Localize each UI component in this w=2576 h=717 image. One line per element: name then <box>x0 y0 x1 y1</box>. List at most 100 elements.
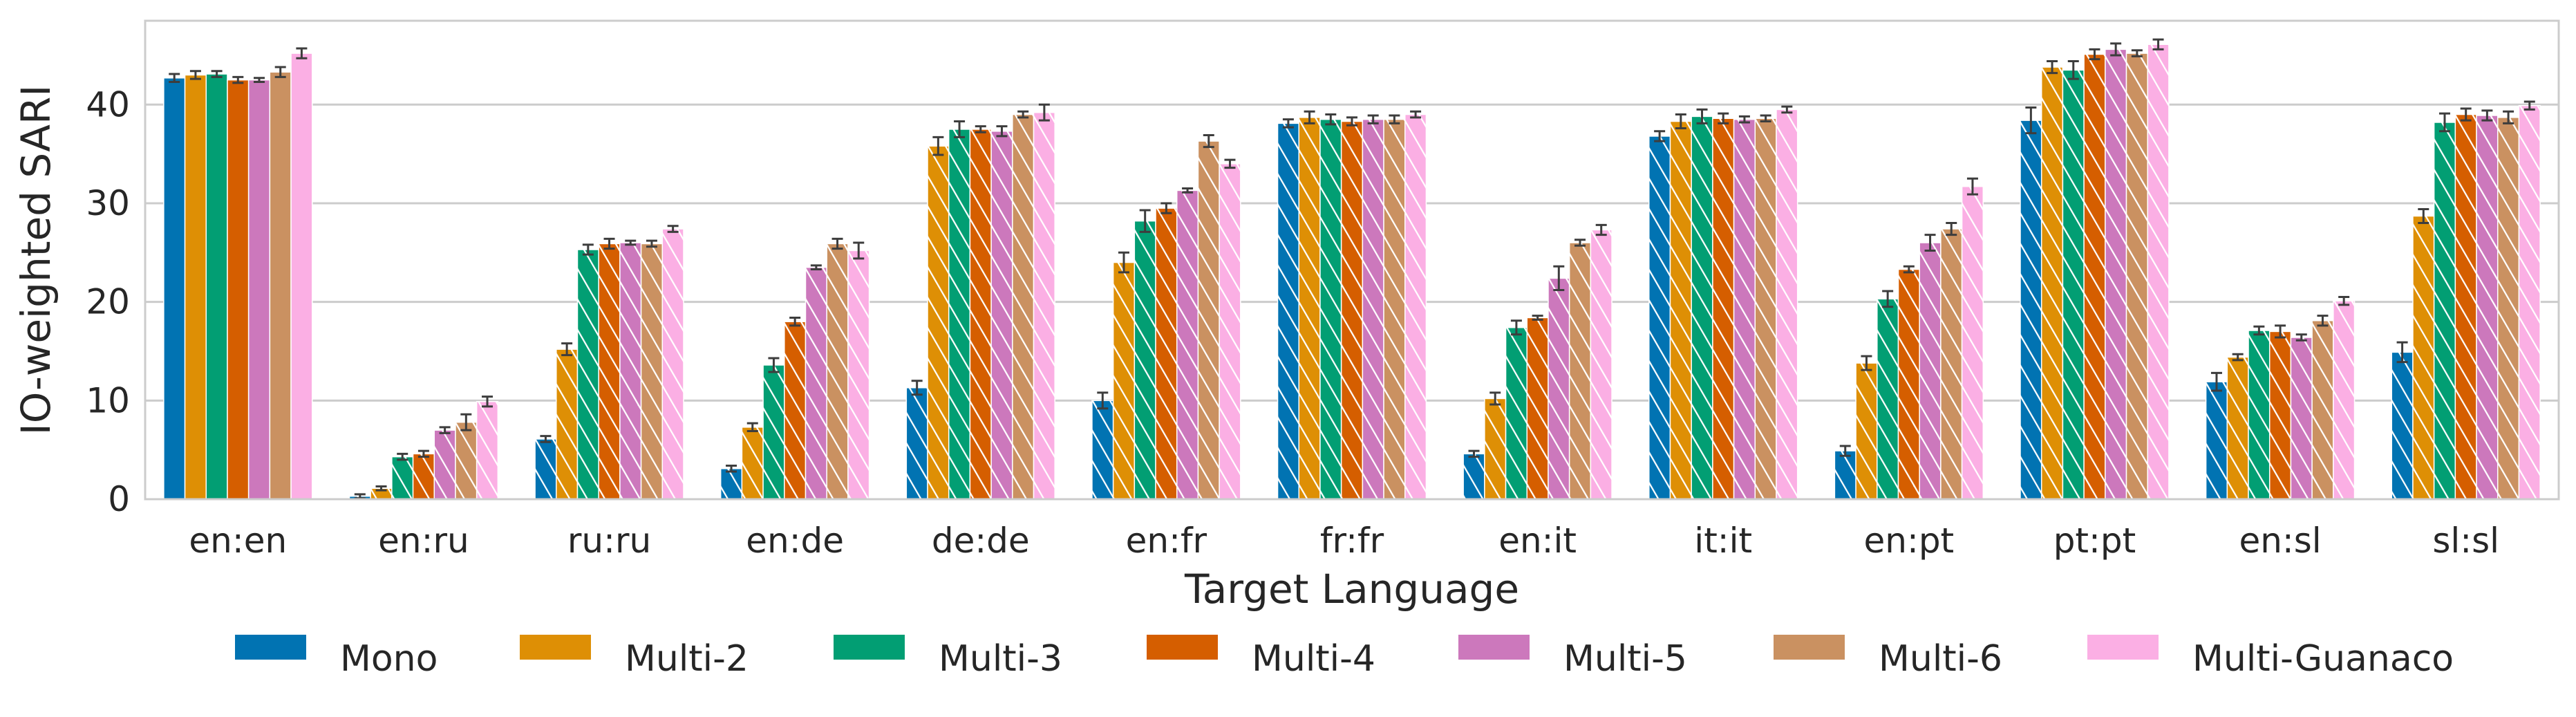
bar-hatch <box>556 349 578 499</box>
bar <box>227 79 250 500</box>
bar-hatch <box>2041 67 2063 499</box>
bar-hatch <box>391 456 413 499</box>
bar-hatch <box>1384 119 1405 499</box>
legend-swatch <box>2087 635 2159 660</box>
bar-hatch <box>1299 117 1320 500</box>
bar-hatch <box>2269 331 2291 499</box>
bar-hatch <box>1219 163 1241 499</box>
bar-hatch <box>662 229 684 499</box>
bar-hatch <box>742 427 764 499</box>
bar-hatch <box>1733 119 1756 499</box>
bar-hatch <box>2519 105 2541 500</box>
bar-hatch <box>1527 317 1548 499</box>
x-tick-label: en:sl <box>2239 521 2321 561</box>
bar-hatch <box>2333 301 2355 499</box>
x-tick-label: en:fr <box>1126 521 1207 561</box>
x-tick-label: en:pt <box>1864 521 1955 561</box>
bar-hatch <box>535 438 556 499</box>
bar-hatch <box>2455 114 2477 499</box>
bar-hatch <box>1648 136 1671 499</box>
bar <box>184 74 207 500</box>
bar <box>269 71 292 500</box>
bar-hatch <box>1505 327 1527 499</box>
bar-hatch <box>1033 112 1055 500</box>
legend-swatch <box>235 635 306 660</box>
bar-hatch <box>1940 229 1962 499</box>
bar-hatch <box>1404 114 1427 499</box>
bar-hatch <box>784 322 806 499</box>
y-tick-label: 20 <box>86 282 130 322</box>
legend-swatch <box>834 635 905 660</box>
bar-hatch <box>619 243 641 499</box>
y-tick-label: 30 <box>86 183 130 223</box>
bar-hatch <box>1176 190 1198 499</box>
x-tick-label: en:it <box>1498 521 1577 561</box>
plot-frame <box>144 19 2560 501</box>
bar-hatch <box>2206 382 2228 499</box>
bar-hatch <box>2084 54 2105 499</box>
bar-hatch <box>1877 299 1899 499</box>
bar-hatch <box>1319 119 1342 499</box>
bar-hatch <box>1898 269 1920 499</box>
x-tick-labels: en:en en:ru ru:ru en:de de:de en:fr fr:fr en:it… <box>189 521 2499 561</box>
bar-hatch <box>2434 122 2456 500</box>
y-tick-label: 0 <box>108 479 130 519</box>
legend-label: Multi-3 <box>939 638 1062 680</box>
x-axis-label: Target Language <box>1184 566 1519 613</box>
bar-hatch <box>599 243 620 499</box>
bar-hatch <box>1569 243 1591 499</box>
y-tick-label: 40 <box>86 84 130 124</box>
legend-label: Multi-5 <box>1563 638 1687 680</box>
bar-hatch <box>2126 53 2148 499</box>
bar-hatch <box>1091 400 1113 499</box>
legend-label: Multi-6 <box>1879 638 2002 680</box>
bar <box>290 53 313 500</box>
x-tick-label: de:de <box>932 521 1030 561</box>
y-tick-labels: 0 10 20 30 40 <box>86 84 130 519</box>
bar-hatch <box>1590 230 1613 499</box>
legend-swatch <box>1774 635 1845 660</box>
legend-swatch <box>520 635 591 660</box>
legend-swatch <box>1458 635 1530 660</box>
bar-hatch <box>1755 118 1776 499</box>
bar-hatch <box>827 243 848 499</box>
bar-hatch <box>1856 363 1877 499</box>
x-tick-label: pt:pt <box>2053 521 2136 561</box>
x-tick-label: it:it <box>1694 521 1752 561</box>
bar-hatch <box>2020 120 2042 499</box>
bar-hatch <box>434 430 455 499</box>
bar-hatch <box>970 129 992 499</box>
legend-label: Multi-4 <box>1252 638 1375 680</box>
bar-hatch <box>1670 121 1692 499</box>
bar-hatch <box>991 131 1013 499</box>
bar-hatch <box>1834 451 1856 499</box>
bar-hatch <box>805 267 827 499</box>
x-tick-label: en:ru <box>378 521 469 561</box>
y-tick-label: 10 <box>86 380 130 420</box>
bar-hatch <box>641 243 663 499</box>
bar-hatch <box>1012 114 1034 499</box>
bar-hatch <box>1484 398 1506 499</box>
bar-hatch <box>2476 115 2498 499</box>
bar-hatch <box>1919 243 1941 499</box>
bar-hatch <box>2391 352 2413 499</box>
bar-hatch <box>476 401 498 499</box>
bar-hatch <box>2248 330 2270 499</box>
legend: Mono Multi-2 Multi-3 Multi-4 Multi-5 Multi-6 M… <box>235 635 2454 680</box>
bar-hatch <box>847 250 869 499</box>
bar-hatch <box>928 146 949 500</box>
bar <box>247 79 271 500</box>
x-tick-label: ru:ru <box>567 521 651 561</box>
x-tick-label: en:de <box>746 521 844 561</box>
bar-hatch <box>1134 221 1156 499</box>
bar-hatch <box>1277 123 1299 499</box>
x-tick-label: fr:fr <box>1320 521 1384 561</box>
bar-hatch <box>1463 454 1485 499</box>
bar-hatch <box>2062 70 2085 499</box>
bars <box>163 38 2541 500</box>
bar-hatch <box>1198 141 1220 500</box>
bar-hatch <box>1712 118 1734 499</box>
bar-hatch <box>413 454 435 499</box>
legend-swatch <box>1147 635 1218 660</box>
y-axis-label: IO-weighted SARI <box>12 85 59 436</box>
